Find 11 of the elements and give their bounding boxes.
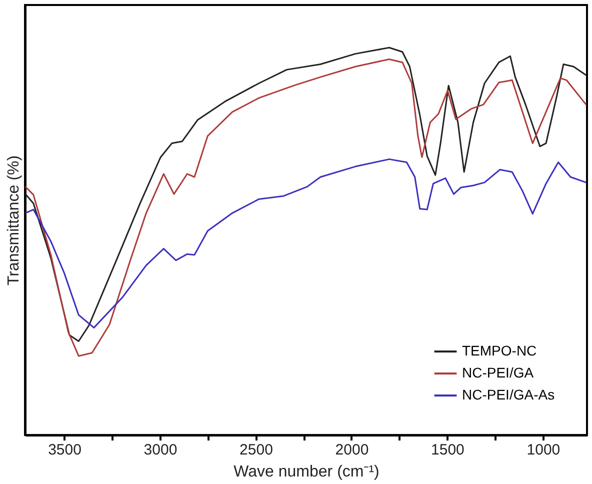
x-tick-label: 3000	[144, 442, 178, 458]
x-tick-label: 2500	[240, 442, 273, 458]
legend-label: NC-PEI/GA	[462, 364, 534, 380]
legend-label: TEMPO-NC	[462, 342, 537, 358]
x-axis-title: Wave number (cm⁻¹)	[234, 464, 380, 480]
x-tick-label: 1000	[526, 442, 560, 458]
x-tick-label: 3500	[48, 442, 82, 458]
x-tick-label: 1500	[431, 442, 464, 458]
y-axis-title: Transmittance (%)	[6, 155, 22, 286]
legend-label: NC-PEI/GA-As	[462, 386, 555, 402]
x-tick-label: 2000	[335, 442, 369, 458]
